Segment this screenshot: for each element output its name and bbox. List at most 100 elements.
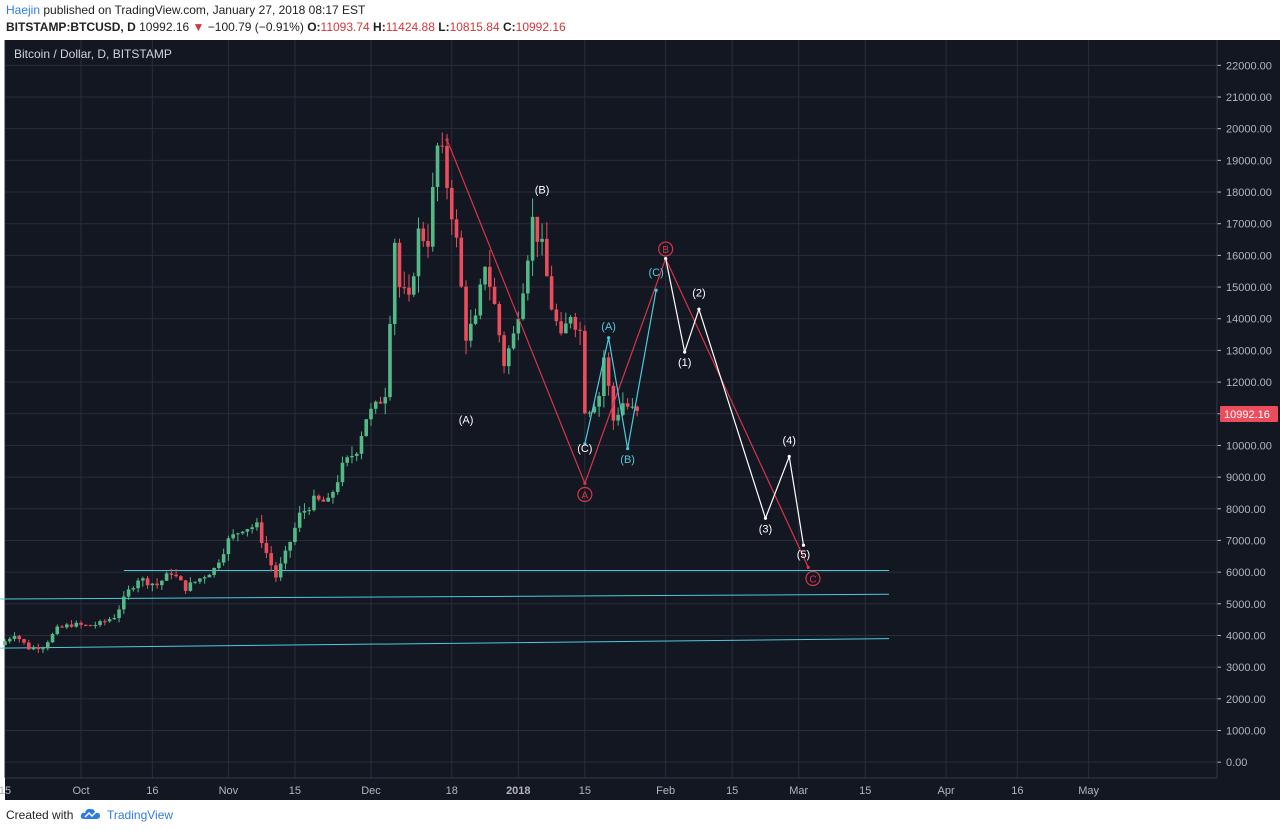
candle-body	[293, 527, 297, 543]
candle-body	[483, 266, 487, 285]
wave-label: (B)	[620, 454, 635, 466]
candle-body	[255, 522, 259, 528]
y-tick-label: 6000.00	[1226, 567, 1266, 579]
candle-body	[435, 145, 440, 188]
candle-body	[616, 414, 620, 421]
candle-body	[421, 228, 426, 242]
candle-body	[549, 276, 554, 310]
y-tick-label: 8000.00	[1226, 504, 1266, 516]
y-tick-label: 14000.00	[1226, 314, 1272, 326]
wave-white-line-vertex	[763, 516, 768, 520]
y-tick-label: 10000.00	[1226, 440, 1272, 452]
time-axis[interactable]	[5, 778, 1280, 800]
candle-body	[587, 412, 592, 414]
tradingview-brand-link[interactable]: TradingView	[107, 808, 174, 822]
y-tick-label: 15000.00	[1226, 282, 1272, 294]
y-tick-label: 20000.00	[1226, 124, 1272, 136]
candle-body	[174, 574, 178, 577]
candle-body	[88, 625, 93, 627]
wave-label: (2)	[692, 288, 705, 300]
candle-body	[259, 522, 264, 544]
candle-body	[141, 578, 145, 581]
candle-body	[449, 187, 454, 220]
candle-body	[264, 543, 269, 554]
wave-label: (5)	[797, 549, 810, 561]
candle-body	[478, 284, 483, 316]
symbol-label: BITSTAMP:BTCUSD, D	[6, 20, 136, 34]
candle-body	[497, 303, 502, 336]
candle-body	[583, 330, 587, 414]
candle-body	[250, 527, 254, 530]
candle-body	[179, 576, 183, 581]
x-tick-label: 15	[579, 785, 591, 797]
candle-body	[369, 408, 373, 420]
wave-circle-label: B	[662, 245, 669, 256]
wave-red-line-vertex	[583, 481, 587, 486]
candle-body	[122, 596, 126, 610]
candle-body	[226, 538, 231, 555]
candle-body	[350, 455, 354, 458]
candle-body	[526, 260, 530, 294]
x-tick-label: Mar	[789, 785, 808, 797]
wave-label: (B)	[535, 185, 550, 197]
candle-body	[440, 145, 445, 147]
candle-body	[568, 316, 573, 324]
candle-body	[516, 319, 521, 334]
candle-body	[502, 335, 506, 367]
candles	[3, 132, 639, 653]
y-tick-label: 4000.00	[1226, 630, 1266, 642]
author-link[interactable]: Haejin	[6, 3, 41, 17]
candle-body	[160, 580, 164, 586]
candle-body	[212, 567, 216, 575]
y-tick-label: 0.00	[1226, 757, 1247, 769]
wave-cyan-line-vertex	[654, 288, 658, 292]
wave-white-line-vertex	[697, 307, 701, 311]
candle-body	[359, 436, 364, 454]
candle-body	[126, 589, 131, 597]
wave-cyan-line	[584, 290, 657, 449]
candle-body	[464, 286, 468, 341]
wave-cyan-line-vertex	[607, 336, 611, 340]
wave-labels: (A) (B) (C) (A) (B) (C) (1) (2) (3) (4) (5) A B C	[459, 185, 821, 587]
candle-body	[84, 624, 88, 626]
x-tick-label: 15	[859, 785, 871, 797]
candle-body	[3, 641, 7, 645]
wave-circle	[577, 486, 593, 503]
candle-body	[278, 563, 283, 578]
candle-body	[183, 580, 188, 591]
candle-body	[79, 622, 83, 625]
candle-body	[188, 582, 193, 591]
chart-area[interactable]: (A) (B) (C) (A) (B) (C) (1) (2) (3) (4) (5) A B C 0.0…	[0, 40, 1280, 800]
price-chart[interactable]: (A) (B) (C) (A) (B) (C) (1) (2) (3) (4) (5) A B C 0.0…	[0, 40, 1280, 800]
published-text: published on TradingView.com, January 27…	[43, 3, 366, 17]
candle-body	[283, 550, 288, 564]
candle-body	[98, 621, 102, 625]
high-value: 11424.88	[385, 20, 435, 34]
candle-body	[31, 647, 36, 650]
grid	[4, 40, 1217, 778]
candle-body	[578, 329, 582, 331]
y-tick-label: 12000.00	[1226, 377, 1272, 389]
x-tick-label: Apr	[938, 785, 955, 797]
publication-line: Haejin published on TradingView.com, Jan…	[6, 3, 365, 17]
wave-circle	[805, 570, 821, 587]
wave-red-line	[446, 139, 809, 568]
candle-body	[592, 406, 597, 413]
y-tick-label: 5000.00	[1226, 599, 1266, 611]
wave-red-line-vertex	[806, 565, 810, 569]
candle-body	[274, 565, 278, 578]
wave-label: (C)	[577, 443, 592, 455]
tradingview-cloud-icon[interactable]	[80, 806, 102, 822]
candle-body	[316, 495, 321, 500]
open-value: 11093.74	[320, 20, 370, 34]
candle-body	[473, 315, 478, 324]
candle-body	[117, 609, 121, 618]
x-tick-label: 16	[146, 785, 158, 797]
candle-body	[402, 287, 407, 289]
candle-body	[606, 357, 611, 386]
candle-body	[17, 636, 22, 640]
candle-body	[521, 293, 525, 320]
candle-body	[426, 241, 430, 247]
candle-body	[554, 309, 559, 322]
candle-body	[312, 495, 316, 511]
